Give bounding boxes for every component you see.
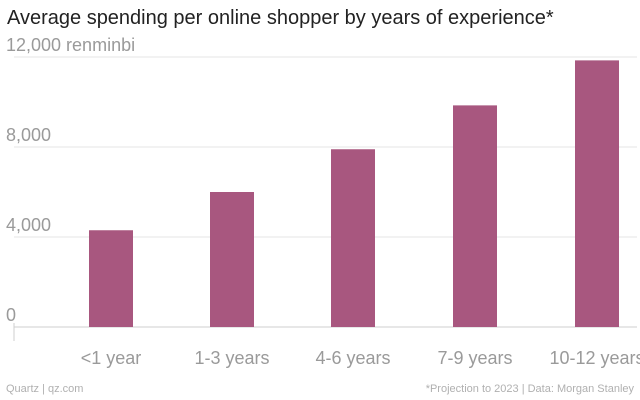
- y-axis-ticks: 0 4,000 8,000 12,000 renminbi: [6, 35, 135, 325]
- x-tick-label: 4-6 years: [315, 348, 390, 368]
- source-credit: Quartz | qz.com: [6, 383, 84, 395]
- y-tick-label: 4,000: [6, 215, 51, 235]
- chart-title: Average spending per online shopper by y…: [7, 7, 554, 29]
- y-tick-label: 0: [6, 305, 16, 325]
- x-tick-label: 1-3 years: [194, 348, 269, 368]
- bar: [89, 230, 133, 327]
- bars: [89, 60, 619, 327]
- x-tick-label: 7-9 years: [437, 348, 512, 368]
- bar: [331, 149, 375, 327]
- bar: [210, 192, 254, 327]
- bar: [575, 60, 619, 327]
- y-tick-label: 12,000 renminbi: [6, 35, 135, 55]
- data-source-note: *Projection to 2023 | Data: Morgan Stanl…: [425, 383, 634, 395]
- y-tick-label: 8,000: [6, 125, 51, 145]
- x-axis-labels: <1 year 1-3 years 4-6 years 7-9 years 10-12 …: [81, 348, 640, 368]
- x-tick-label: 10-12 years: [549, 348, 640, 368]
- x-tick-label: <1 year: [81, 348, 142, 368]
- bar: [453, 105, 497, 327]
